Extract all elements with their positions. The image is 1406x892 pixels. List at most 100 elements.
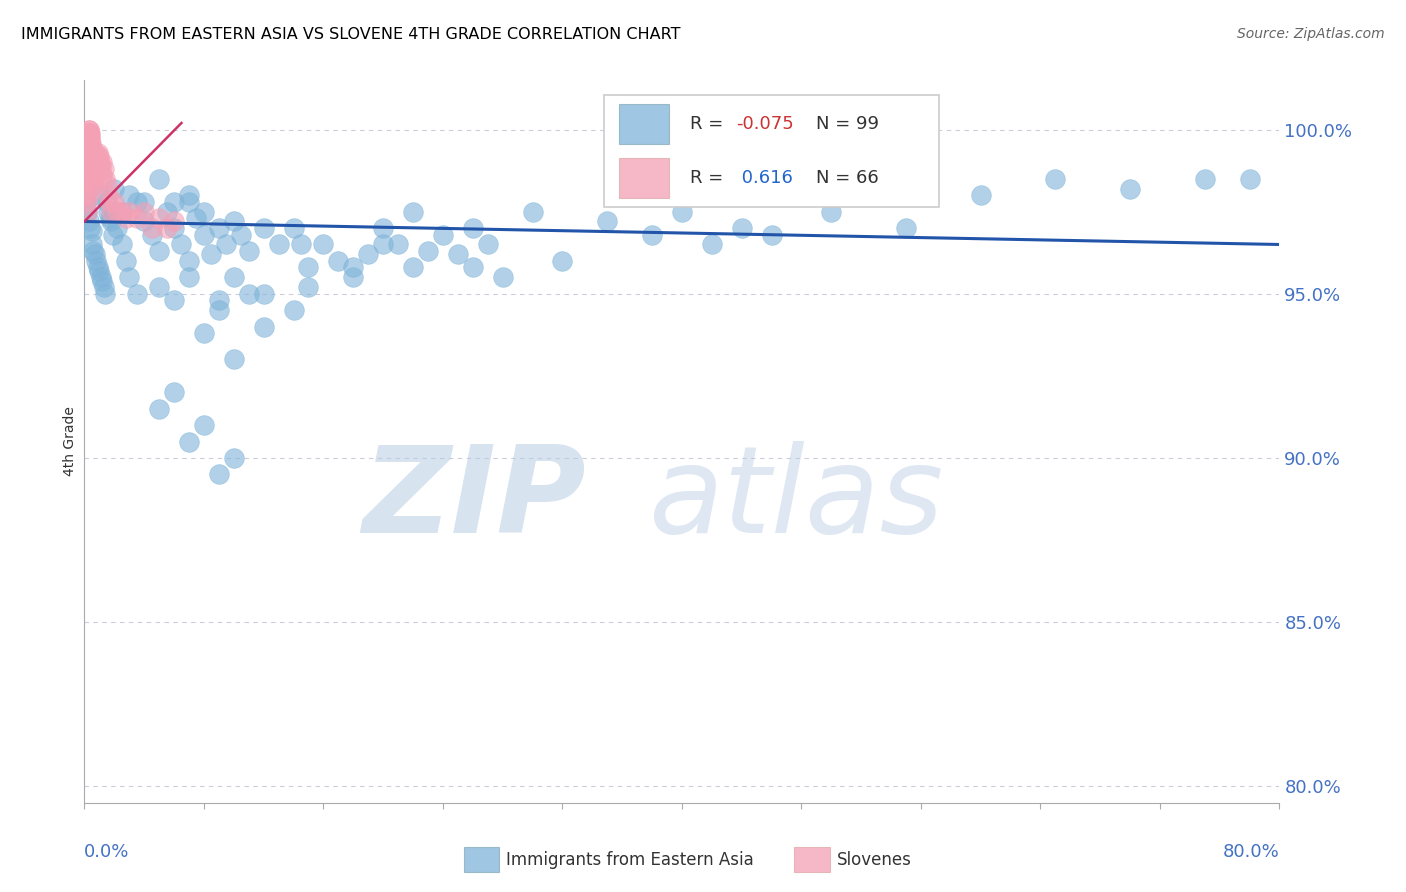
Point <box>238 286 260 301</box>
Point <box>80 142 103 156</box>
Point <box>342 270 364 285</box>
Text: N = 99: N = 99 <box>815 115 879 133</box>
Point <box>148 171 170 186</box>
Point <box>1239 171 1261 186</box>
Point <box>100 214 122 228</box>
Point <box>79 129 101 144</box>
Point <box>222 450 245 465</box>
Point <box>90 270 112 285</box>
Text: R =: R = <box>690 115 730 133</box>
Point <box>1119 182 1142 196</box>
Point <box>820 204 842 219</box>
Point <box>118 188 141 202</box>
Point <box>103 194 125 209</box>
Point <box>596 214 619 228</box>
FancyBboxPatch shape <box>619 158 669 198</box>
Point <box>84 152 107 166</box>
Point <box>125 194 148 209</box>
Point <box>231 227 253 242</box>
Point <box>177 270 200 285</box>
Point <box>125 286 148 301</box>
Point <box>163 221 186 235</box>
Point <box>141 221 163 235</box>
Point <box>208 221 231 235</box>
Point <box>155 221 177 235</box>
Text: N = 66: N = 66 <box>815 169 879 187</box>
Point <box>86 155 108 169</box>
Point <box>163 293 186 308</box>
Point <box>402 260 425 275</box>
Point <box>283 221 305 235</box>
Point <box>94 171 117 186</box>
Point <box>77 214 100 228</box>
Point <box>87 260 110 275</box>
Point <box>75 155 97 169</box>
Point <box>75 139 97 153</box>
Point <box>86 152 108 166</box>
Point <box>83 152 105 166</box>
Point <box>111 204 134 219</box>
Point <box>342 260 364 275</box>
Point <box>193 418 215 433</box>
Point <box>80 171 103 186</box>
Point <box>86 149 108 163</box>
Text: IMMIGRANTS FROM EASTERN ASIA VS SLOVENE 4TH GRADE CORRELATION CHART: IMMIGRANTS FROM EASTERN ASIA VS SLOVENE … <box>21 27 681 42</box>
Point <box>79 161 101 176</box>
Point <box>141 227 163 242</box>
Point <box>132 214 156 228</box>
Point <box>148 280 170 294</box>
Point <box>551 254 574 268</box>
Point <box>80 139 103 153</box>
Point <box>522 204 544 219</box>
Point <box>84 149 107 163</box>
Point <box>97 204 120 219</box>
Point <box>1045 171 1067 186</box>
Point <box>86 254 108 268</box>
Point <box>253 319 276 334</box>
Point <box>267 237 290 252</box>
FancyBboxPatch shape <box>605 95 939 207</box>
Point <box>641 227 664 242</box>
Point <box>96 178 118 193</box>
Point <box>328 254 350 268</box>
Point <box>105 204 128 219</box>
Point <box>77 122 100 136</box>
Point <box>177 434 200 449</box>
Text: ZIP: ZIP <box>363 441 586 558</box>
Point <box>103 182 125 196</box>
Point <box>312 237 335 252</box>
Point <box>80 165 103 179</box>
Text: Immigrants from Eastern Asia: Immigrants from Eastern Asia <box>506 851 754 869</box>
Point <box>80 237 103 252</box>
Point <box>297 260 319 275</box>
Point <box>461 260 484 275</box>
Point <box>373 237 395 252</box>
Point <box>148 401 170 416</box>
Point <box>98 211 121 226</box>
Point <box>82 155 104 169</box>
Point <box>77 126 100 140</box>
Point <box>155 204 177 219</box>
Point <box>700 237 723 252</box>
Text: atlas: atlas <box>650 441 945 558</box>
Point <box>222 270 245 285</box>
Point <box>82 149 104 163</box>
Point <box>83 247 105 261</box>
Point <box>118 204 141 219</box>
Point <box>177 254 200 268</box>
Point <box>103 204 125 219</box>
Point <box>101 227 124 242</box>
Point <box>76 132 98 146</box>
Text: Source: ZipAtlas.com: Source: ZipAtlas.com <box>1237 27 1385 41</box>
Point <box>76 136 98 150</box>
Point <box>253 286 276 301</box>
Point <box>761 227 783 242</box>
Point <box>91 155 114 169</box>
Text: Slovenes: Slovenes <box>837 851 911 869</box>
Point <box>82 171 104 186</box>
Point <box>215 237 238 252</box>
Point <box>82 244 104 258</box>
Point <box>253 221 276 235</box>
Point <box>970 188 993 202</box>
Point <box>115 254 138 268</box>
